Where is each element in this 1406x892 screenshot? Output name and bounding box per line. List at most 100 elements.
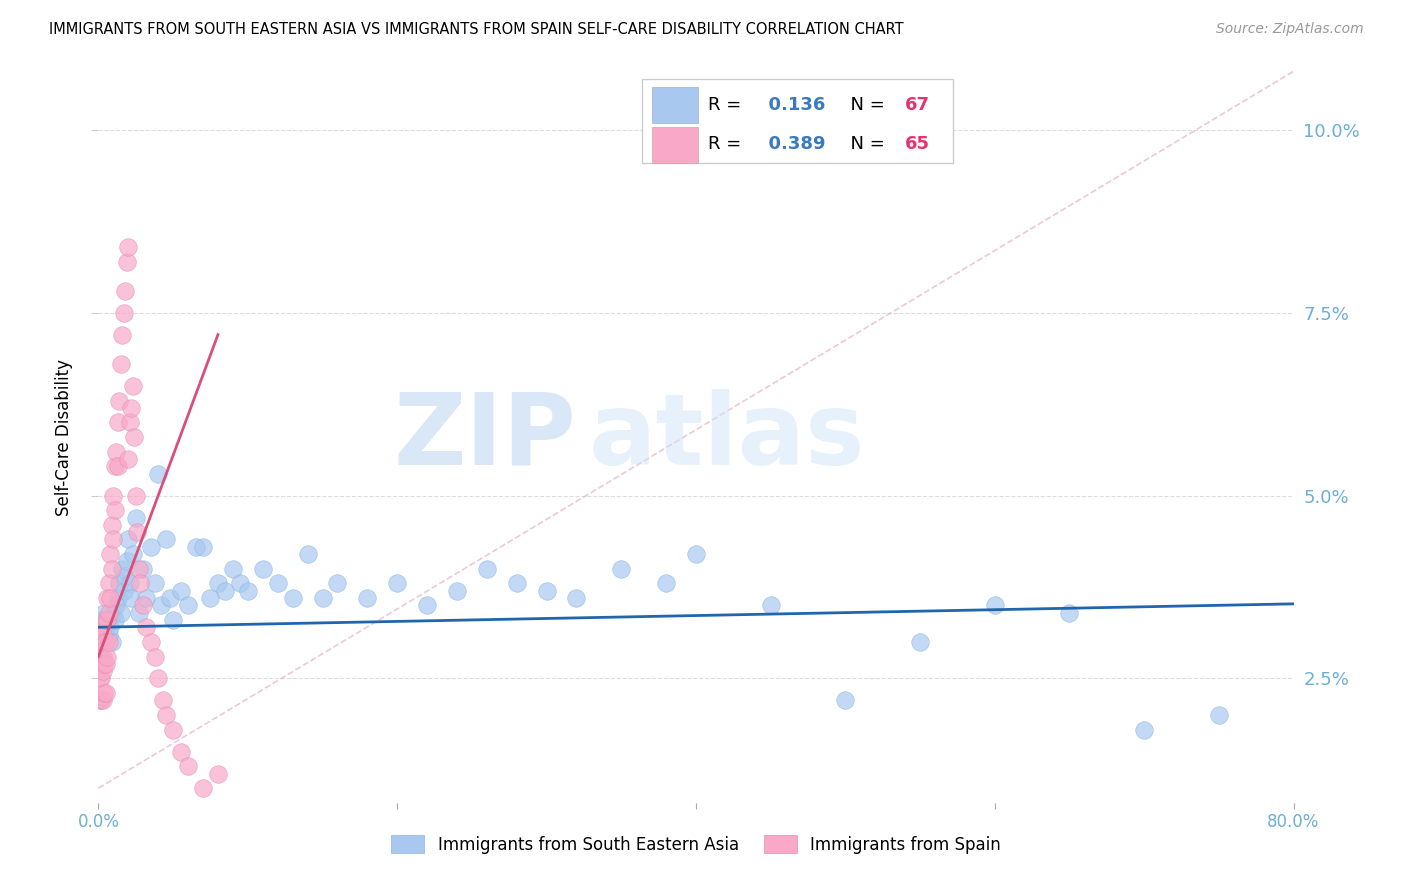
Point xyxy=(128,606,150,620)
Point xyxy=(236,583,259,598)
Point xyxy=(506,576,529,591)
Point xyxy=(118,416,141,430)
Point xyxy=(108,576,131,591)
FancyBboxPatch shape xyxy=(652,87,699,123)
Point xyxy=(98,620,122,634)
Point xyxy=(101,635,124,649)
Point xyxy=(112,583,135,598)
Point xyxy=(110,606,132,620)
Point xyxy=(120,591,142,605)
FancyBboxPatch shape xyxy=(652,127,699,162)
Point xyxy=(229,576,252,591)
Text: N =: N = xyxy=(839,95,891,114)
Point xyxy=(1059,606,1081,620)
Point xyxy=(105,599,128,613)
Point xyxy=(97,627,120,641)
Point xyxy=(104,503,127,517)
Point xyxy=(124,430,146,444)
Point xyxy=(103,533,125,547)
FancyBboxPatch shape xyxy=(643,78,953,163)
Point xyxy=(118,576,141,591)
Point xyxy=(416,599,439,613)
Point xyxy=(97,576,120,591)
Point xyxy=(120,401,142,415)
Point xyxy=(101,562,124,576)
Point xyxy=(191,540,214,554)
Point xyxy=(155,708,177,723)
Point xyxy=(139,540,162,554)
Point xyxy=(184,540,207,554)
Point xyxy=(91,627,114,641)
Point xyxy=(104,459,127,474)
Text: Source: ZipAtlas.com: Source: ZipAtlas.com xyxy=(1216,22,1364,37)
Text: R =: R = xyxy=(709,95,747,114)
Point xyxy=(94,686,117,700)
Point xyxy=(132,599,155,613)
Point xyxy=(121,547,143,561)
Point xyxy=(121,379,143,393)
Point xyxy=(94,635,117,649)
Point xyxy=(159,591,181,605)
Point xyxy=(128,562,150,576)
Point xyxy=(93,657,115,671)
Text: N =: N = xyxy=(839,136,891,153)
Point xyxy=(169,745,191,759)
Point xyxy=(89,657,111,671)
Point xyxy=(125,489,148,503)
Point xyxy=(326,576,349,591)
Point xyxy=(1133,723,1156,737)
Text: 67: 67 xyxy=(905,95,931,114)
Text: R =: R = xyxy=(709,136,747,153)
Point xyxy=(222,562,245,576)
Point xyxy=(94,620,117,634)
Point xyxy=(114,569,136,583)
Point xyxy=(356,591,378,605)
Point xyxy=(759,599,782,613)
Point xyxy=(89,693,111,707)
Point xyxy=(281,591,304,605)
Point xyxy=(177,599,200,613)
Point xyxy=(129,576,152,591)
Point xyxy=(162,723,184,737)
Point xyxy=(98,591,122,605)
Point xyxy=(685,547,707,561)
Point xyxy=(169,583,191,598)
Point xyxy=(111,562,134,576)
Point xyxy=(96,613,118,627)
Point xyxy=(107,416,129,430)
Point xyxy=(155,533,177,547)
Point xyxy=(148,467,170,481)
Point xyxy=(200,591,222,605)
Point xyxy=(150,599,173,613)
Point xyxy=(207,766,229,780)
Point xyxy=(311,591,333,605)
Point xyxy=(108,393,131,408)
Point xyxy=(90,693,112,707)
Point xyxy=(139,635,162,649)
Text: 0.136: 0.136 xyxy=(756,95,825,114)
Point xyxy=(984,599,1007,613)
Text: 0.389: 0.389 xyxy=(756,136,825,153)
Point xyxy=(385,576,409,591)
Point xyxy=(297,547,319,561)
Point xyxy=(91,664,114,678)
Point xyxy=(143,649,166,664)
Point xyxy=(152,693,174,707)
Point xyxy=(127,525,149,540)
Point xyxy=(103,606,125,620)
Legend: Immigrants from South Eastern Asia, Immigrants from Spain: Immigrants from South Eastern Asia, Immi… xyxy=(384,829,1008,860)
Point xyxy=(267,576,290,591)
Point xyxy=(97,635,120,649)
Point xyxy=(97,606,120,620)
Point xyxy=(115,254,138,268)
Point xyxy=(565,591,588,605)
Point xyxy=(96,591,118,605)
Point xyxy=(105,444,128,458)
Point xyxy=(125,510,148,524)
Point xyxy=(148,672,170,686)
Point xyxy=(94,613,117,627)
Point xyxy=(91,649,114,664)
Text: IMMIGRANTS FROM SOUTH EASTERN ASIA VS IMMIGRANTS FROM SPAIN SELF-CARE DISABILITY: IMMIGRANTS FROM SOUTH EASTERN ASIA VS IM… xyxy=(49,22,904,37)
Point xyxy=(115,554,138,568)
Point xyxy=(207,576,229,591)
